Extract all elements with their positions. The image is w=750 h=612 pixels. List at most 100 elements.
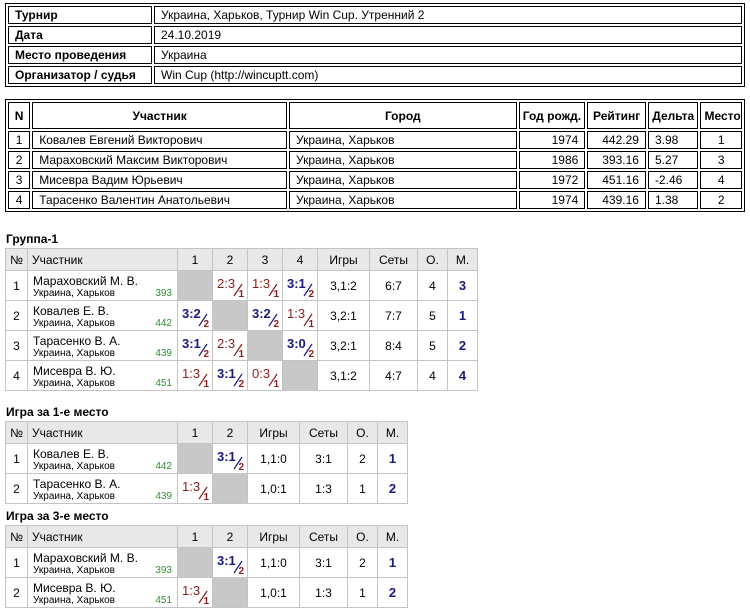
slash-line (303, 283, 313, 297)
group-row: 3 Тарасенко В. А. Украина, Харьков 439 3:1 2 2… (5, 330, 478, 361)
player-city: Украина, Харьков (33, 288, 115, 299)
info-row: Место проведения Украина (8, 46, 742, 64)
participant-cell: Ковалев Евгений Викторович (32, 131, 288, 149)
score: 2:3 (217, 276, 236, 291)
column-header: Игры (317, 248, 370, 271)
score-cell: 3:1 2 (212, 443, 248, 474)
player-name: Мараховский М. В. (33, 551, 138, 565)
slash (268, 283, 278, 297)
column-header: Игры (247, 525, 300, 548)
player: Тарасенко В. А. Украина, Харьков 439 (28, 331, 177, 360)
slash (233, 373, 243, 387)
column-header: Дельта (647, 102, 699, 129)
participant-cell: Украина, Харьков (289, 171, 517, 189)
player-cell: Мараховский М. В. Украина, Харьков 393 (27, 547, 178, 578)
column-header: Город (289, 102, 517, 129)
games: 1,1:0 (247, 443, 300, 474)
participant-cell: 1 (700, 131, 742, 149)
place: 2 (447, 330, 478, 361)
row-number: 3 (5, 330, 28, 361)
row-number: 2 (5, 577, 28, 608)
header-row: № Участник 1 2 3 4 Игры Сеты О. М. (5, 248, 478, 271)
player-name: Тарасенко В. А. (33, 477, 121, 491)
self-cell (247, 330, 283, 361)
column-header: Место (700, 102, 742, 129)
slash-line (268, 283, 278, 297)
participant-cell: 439.16 (587, 191, 646, 209)
participant-cell: Мисевра Вадим Юрьевич (32, 171, 288, 189)
player-cell: Тарасенко В. А. Украина, Харьков 439 (27, 330, 178, 361)
score-cell: 3:1 2 (177, 330, 213, 361)
points-total: 5 (417, 330, 448, 361)
group-table: № Участник 1 2 3 4 Игры Сеты О. М. 1 Мараховский М.… (5, 248, 478, 391)
score: 1:3 (252, 276, 271, 291)
points-total: 2 (347, 547, 378, 578)
participant-cell: -2.46 (647, 171, 699, 189)
row-number: 1 (5, 270, 28, 301)
column-header: 1 (177, 421, 213, 444)
slash (198, 313, 208, 327)
participants-table: N Участник Город Год рожд. Рейтинг Дельта Мест… (5, 99, 745, 212)
player: Ковалев Е. В. Украина, Харьков 442 (28, 444, 177, 473)
slash (198, 590, 208, 604)
participants-head: N Участник Город Год рожд. Рейтинг Дельта Мест… (8, 102, 742, 129)
column-header: М. (377, 525, 408, 548)
column-header: О. (347, 525, 378, 548)
points-total: 4 (417, 360, 448, 391)
column-header: № (5, 421, 28, 444)
points: 2 (308, 349, 314, 360)
score-cell: 1:3 1 (177, 360, 213, 391)
participant-row: 1 Ковалев Евгений Викторович Украина, Харь… (8, 131, 742, 149)
self-cell (177, 443, 213, 474)
player-name: Тарасенко В. А. (33, 334, 121, 348)
points: 2 (238, 566, 244, 577)
group-row: 2 Тарасенко В. А. Украина, Харьков 439 1:3 1 1… (5, 473, 408, 504)
slash (233, 456, 243, 470)
score: 3:0 (287, 336, 306, 351)
place: 1 (447, 300, 478, 331)
score-cell: 2:3 1 (212, 330, 248, 361)
player: Мисевра В. Ю. Украина, Харьков 451 (28, 361, 177, 390)
player: Ковалев Е. В. Украина, Харьков 442 (28, 301, 177, 330)
points: 2 (238, 462, 244, 473)
participant-row: 3 Мисевра Вадим Юрьевич Украина, Харьков 19… (8, 171, 742, 189)
games: 1,0:1 (247, 577, 300, 608)
self-cell (177, 270, 213, 301)
participant-row: 4 Тарасенко Валентин Анатольевич Украина, … (8, 191, 742, 209)
participant-cell: 5.27 (647, 151, 699, 169)
info-table: Турнир Украина, Харьков, Турнир Win Cup. … (5, 3, 745, 87)
score-cell: 3:1 2 (212, 547, 248, 578)
participant-cell: 2 (8, 151, 31, 169)
player-cell: Мисевра В. Ю. Украина, Харьков 451 (27, 577, 178, 608)
player-rating: 439 (155, 491, 172, 502)
group-body: 1 Мараховский М. В. Украина, Харьков 393 2:3… (5, 270, 478, 391)
points: 2 (308, 289, 314, 300)
info-body: Турнир Украина, Харьков, Турнир Win Cup. … (8, 6, 742, 84)
place: 3 (447, 270, 478, 301)
player-rating: 393 (155, 565, 172, 576)
info-value: Украина, Харьков, Турнир Win Cup. Утренн… (154, 6, 742, 24)
self-cell (177, 547, 213, 578)
column-header: О. (417, 248, 448, 271)
group-body: 1 Мараховский М. В. Украина, Харьков 393 3:1… (5, 547, 408, 608)
info-label: Турнир (8, 6, 152, 24)
participant-cell: 1986 (518, 151, 586, 169)
player-city: Украина, Харьков (33, 348, 115, 359)
slash-line (233, 283, 243, 297)
score-cell: 1:3 1 (177, 577, 213, 608)
row-number: 2 (5, 473, 28, 504)
player-name: Мисевра В. Ю. (33, 364, 116, 378)
column-header: Участник (27, 248, 178, 271)
slash-line (303, 343, 313, 357)
points: 1 (203, 596, 209, 607)
player-name: Ковалев Е. В. (33, 304, 109, 318)
participant-cell: Мараховский Максим Викторович (32, 151, 288, 169)
slash-line (198, 343, 208, 357)
sets: 4:7 (369, 360, 418, 391)
slash (233, 283, 243, 297)
slash (303, 313, 313, 327)
group-row: 1 Мараховский М. В. Украина, Харьков 393 2:3… (5, 270, 478, 301)
score-cell: 2:3 1 (212, 270, 248, 301)
player-cell: Мараховский М. В. Украина, Харьков 393 (27, 270, 178, 301)
